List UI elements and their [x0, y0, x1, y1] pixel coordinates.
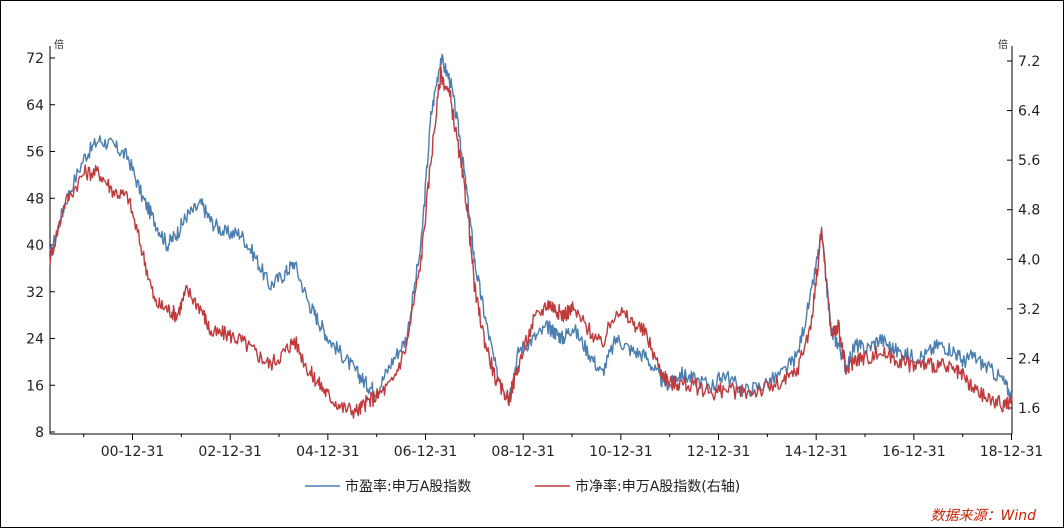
x-tick-label: 02-12-31 [198, 444, 262, 460]
right-tick-label: 7.2 [1018, 54, 1040, 70]
left-tick-label: 56 [26, 145, 44, 161]
series-line-pe [49, 53, 1013, 402]
right-tick-label: 2.4 [1018, 351, 1040, 367]
right-tick-label: 4.8 [1018, 203, 1040, 219]
left-tick-label: 64 [26, 98, 44, 114]
x-tick-label: 12-12-31 [687, 444, 751, 460]
right-tick-label: 3.2 [1018, 302, 1040, 318]
x-tick-label: 10-12-31 [589, 444, 653, 460]
right-unit-label: 倍 [998, 38, 1008, 51]
x-tick-label: 16-12-31 [882, 444, 946, 460]
right-tick-label: 6.4 [1018, 104, 1040, 120]
left-tick-label: 24 [26, 332, 44, 348]
right-tick-label: 5.6 [1018, 153, 1040, 169]
left-tick-label: 48 [26, 191, 44, 207]
series-line-pb [49, 65, 1013, 419]
left-tick-label: 16 [26, 378, 44, 394]
x-tick-label: 00-12-31 [101, 444, 165, 460]
left-unit-label: 倍 [54, 38, 64, 51]
legend-label-pe: 市盈率:申万A股指数 [345, 478, 471, 495]
x-tick-label: 04-12-31 [296, 444, 360, 460]
x-tick-label: 08-12-31 [491, 444, 555, 460]
x-tick-label: 18-12-31 [980, 444, 1044, 460]
legend-label-pb: 市净率:申万A股指数(右轴) [575, 478, 740, 495]
source-note: 数据来源：Wind [931, 508, 1037, 524]
axes: 倍 倍 8 16 24 32 40 48 56 64 72 1.6 2.4 3.2 4.0 4.8 5.6 6.4… [26, 38, 1043, 460]
x-tick-label: 14-12-31 [784, 444, 848, 460]
right-tick-label: 4.0 [1018, 252, 1040, 268]
left-tick-label: 40 [26, 238, 44, 254]
left-tick-label: 8 [35, 425, 44, 441]
right-tick-label: 1.6 [1018, 401, 1040, 417]
series-lines [49, 53, 1013, 419]
legend: 市盈率:申万A股指数 市净率:申万A股指数(右轴) [305, 478, 740, 495]
left-tick-label: 32 [26, 285, 44, 301]
left-tick-label: 72 [26, 51, 44, 67]
x-tick-label: 06-12-31 [394, 444, 458, 460]
